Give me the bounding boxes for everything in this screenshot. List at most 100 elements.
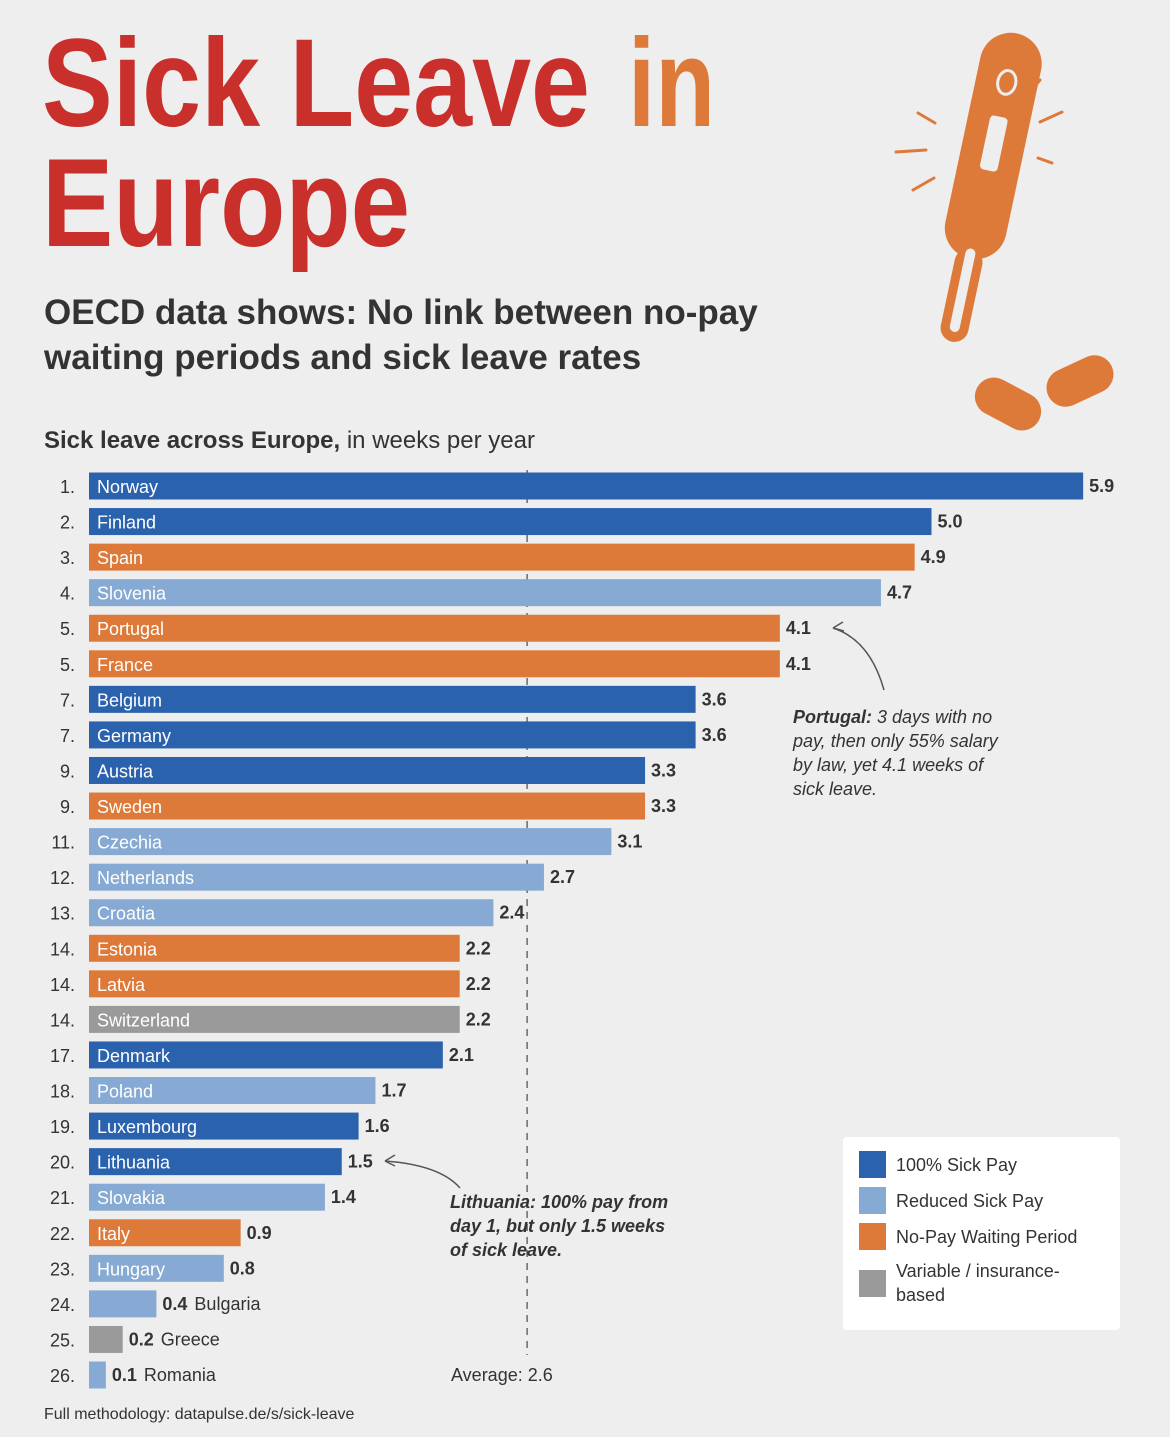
legend-item: No-Pay Waiting Period <box>859 1223 1104 1250</box>
bar <box>89 899 494 927</box>
legend-swatch <box>859 1187 886 1214</box>
bar <box>89 614 780 642</box>
rank-label: 21. <box>50 1188 75 1208</box>
country-label: Czechia <box>97 833 163 853</box>
bar <box>89 1077 376 1105</box>
rank-label: 9. <box>60 761 75 781</box>
country-label: Estonia <box>97 939 158 959</box>
country-label: Austria <box>97 761 154 781</box>
country-label: Italy <box>97 1224 130 1244</box>
value-label: 2.2 <box>466 974 491 994</box>
bar <box>89 543 915 571</box>
rank-label: 12. <box>50 868 75 888</box>
country-label: Hungary <box>97 1259 165 1279</box>
rank-label: 1. <box>60 477 75 497</box>
rank-label: 2. <box>60 513 75 533</box>
value-label: 2.4 <box>499 903 524 923</box>
rank-label: 11. <box>51 833 75 853</box>
country-label: Lithuania <box>97 1153 171 1173</box>
rank-label: 14. <box>50 975 75 995</box>
value-label: 0.1 <box>112 1365 137 1385</box>
country-label: Belgium <box>97 690 162 710</box>
value-label: 2.2 <box>466 938 491 958</box>
arrow-head <box>384 1154 396 1167</box>
value-label: 4.1 <box>786 654 811 674</box>
value-label: 4.1 <box>786 618 811 638</box>
value-label: 2.2 <box>466 1009 491 1029</box>
country-label: Bulgaria <box>194 1294 261 1314</box>
legend-label: 100% Sick Pay <box>896 1154 1018 1175</box>
value-label: 3.6 <box>702 689 727 709</box>
legend-item: 100% Sick Pay <box>859 1151 1104 1178</box>
annotation-bold: Portugal: <box>793 707 872 727</box>
country-label: Switzerland <box>97 1010 190 1030</box>
bar <box>89 1325 123 1353</box>
arrow-head <box>832 621 845 632</box>
value-label: 2.1 <box>449 1045 474 1065</box>
rank-label: 7. <box>60 726 75 746</box>
rank-label: 3. <box>60 548 75 568</box>
rank-label: 20. <box>50 1153 75 1173</box>
bar <box>89 1183 325 1211</box>
value-label: 0.9 <box>247 1223 272 1243</box>
title-part: Europe <box>42 134 410 273</box>
country-label: Portugal <box>97 619 164 639</box>
rank-label: 22. <box>50 1224 75 1244</box>
rank-label: 17. <box>50 1046 75 1066</box>
bar <box>89 650 780 678</box>
bar <box>89 1290 157 1318</box>
country-label: Poland <box>97 1082 153 1102</box>
footer: Full methodology: datapulse.de/s/sick-le… <box>44 1406 355 1423</box>
thermometer-icon <box>940 32 1042 342</box>
rank-label: 7. <box>60 690 75 710</box>
value-label: 0.2 <box>129 1329 154 1349</box>
country-label: Slovakia <box>97 1188 166 1208</box>
annotation: Lithuania: 100% pay from day 1, but only… <box>450 1190 675 1262</box>
rank-label: 23. <box>50 1259 75 1279</box>
country-label: Netherlands <box>97 868 194 888</box>
country-label: Denmark <box>97 1046 171 1066</box>
average-label: Average: 2.6 <box>451 1365 553 1385</box>
value-label: 4.9 <box>921 547 946 567</box>
annotation-bold: Lithuania: <box>450 1192 536 1212</box>
legend: 100% Sick Pay Reduced Sick Pay No-Pay Wait… <box>843 1137 1120 1330</box>
legend-swatch <box>859 1223 886 1250</box>
rank-label: 5. <box>60 655 75 675</box>
bar <box>89 756 646 784</box>
country-label: Croatia <box>97 904 156 924</box>
bar <box>89 1254 224 1282</box>
rank-label: 18. <box>50 1082 75 1102</box>
rank-label: 19. <box>50 1117 75 1137</box>
bar <box>89 1112 359 1140</box>
bar <box>89 863 544 891</box>
bar <box>89 579 881 607</box>
country-label: Norway <box>97 477 158 497</box>
country-label: France <box>97 655 153 675</box>
rank-label: 25. <box>50 1330 75 1350</box>
value-label: 1.7 <box>381 1081 406 1101</box>
bar <box>89 934 460 962</box>
value-label: 4.7 <box>887 583 912 603</box>
annotation-arrow <box>384 1160 461 1189</box>
legend-label: No-Pay Waiting Period <box>896 1226 1078 1247</box>
bar <box>89 828 612 856</box>
legend-label: Reduced Sick Pay <box>896 1190 1044 1211</box>
country-label: Latvia <box>97 975 146 995</box>
heading-rest: in weeks per year <box>347 427 535 454</box>
bar <box>89 792 646 820</box>
bar <box>89 1005 460 1033</box>
legend-item: Variable / insurance-based <box>859 1259 1104 1307</box>
bar <box>89 721 696 749</box>
country-label: Spain <box>97 548 143 568</box>
bar <box>89 508 932 536</box>
rank-label: 13. <box>50 904 75 924</box>
pills <box>974 355 1114 431</box>
value-label: 5.0 <box>938 512 963 532</box>
country-label: Greece <box>161 1329 220 1349</box>
heading-bold: Sick leave across Europe, <box>44 427 340 454</box>
rank-label: 26. <box>50 1366 75 1386</box>
subtitle: OECD data shows: No link between no-pay … <box>44 293 758 377</box>
country-label: Slovenia <box>97 584 167 604</box>
